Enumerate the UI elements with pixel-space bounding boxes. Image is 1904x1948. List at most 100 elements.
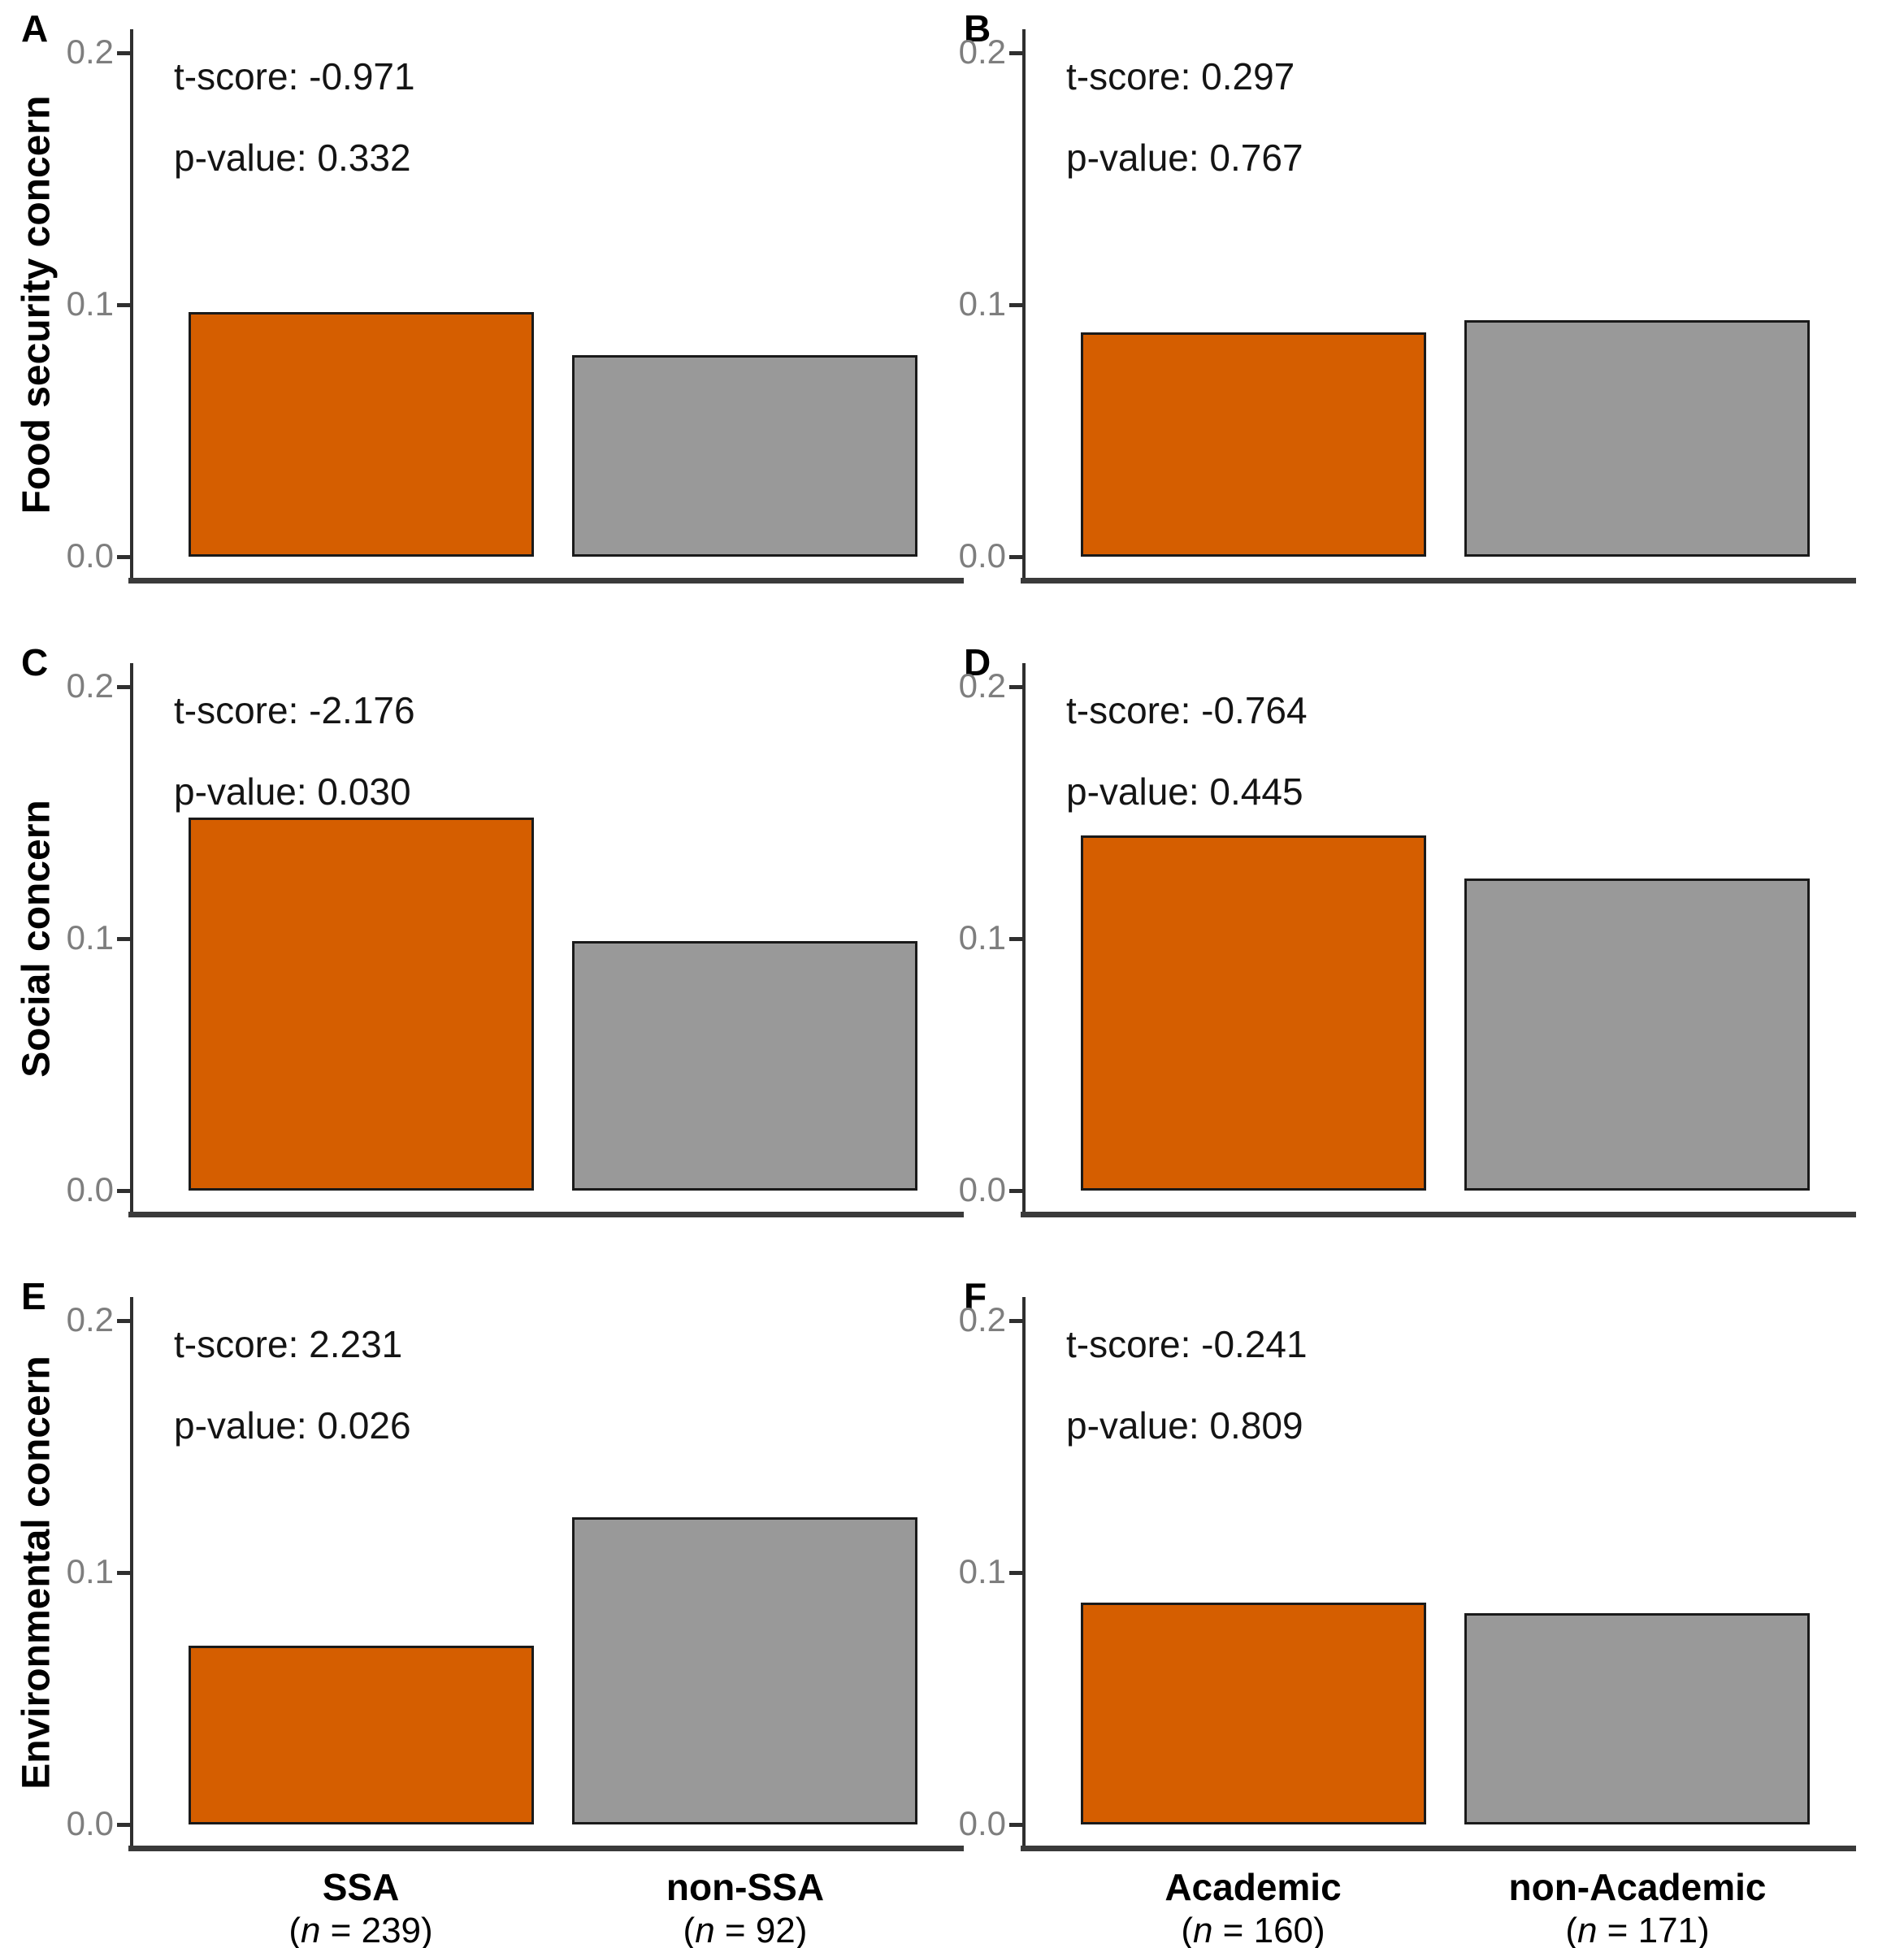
bar-ssa	[189, 818, 534, 1191]
y-tick-label: 0.1	[66, 284, 114, 323]
bar-non-academic	[1464, 879, 1810, 1191]
stats-annotation: t-score: 2.231 p-value: 0.026	[174, 1304, 411, 1466]
y-tick-label: 0.1	[66, 918, 114, 957]
y-tick-mark	[117, 1189, 130, 1193]
bar-non-ssa	[572, 941, 917, 1191]
y-tick-mark	[1009, 303, 1022, 307]
y-tick-label: 0.0	[958, 1170, 1006, 1209]
panel-C: C 0.2 0.1 0.0 t-score: -2.176 p-value: 0…	[21, 634, 964, 1268]
panel-letter: F	[964, 1275, 987, 1317]
bar-ssa	[189, 1646, 534, 1824]
y-tick-mark	[1009, 1823, 1022, 1827]
t-score-text: t-score: -0.971	[174, 55, 415, 98]
category-name: non-SSA	[666, 1866, 825, 1908]
panel-B: B 0.2 0.1 0.0 t-score: 0.297 p-value: 0.…	[959, 0, 1856, 634]
panel-letter: A	[21, 7, 49, 50]
p-value-text: p-value: 0.030	[174, 770, 411, 813]
n-rest: = 160)	[1212, 1911, 1325, 1948]
y-tick-mark	[1009, 1319, 1022, 1323]
y-tick-label: 0.2	[958, 666, 1006, 705]
panel-letter: C	[21, 641, 49, 683]
y-tick-label: 0.0	[66, 1804, 114, 1843]
y-axis-line	[1022, 29, 1026, 584]
n-rest: = 239)	[320, 1911, 433, 1948]
n-var: n	[1577, 1911, 1598, 1948]
stats-annotation: t-score: -0.241 p-value: 0.809	[1066, 1304, 1308, 1466]
n-open: (	[1565, 1911, 1577, 1948]
bar-non-ssa	[572, 355, 917, 557]
x-axis-line	[128, 578, 964, 584]
y-tick-label: 0.0	[958, 1804, 1006, 1843]
y-tick-mark	[117, 937, 130, 941]
n-open: (	[1181, 1911, 1193, 1948]
panel-E: E 0.2 0.1 0.0 t-score: 2.231 p-value: 0.…	[21, 1268, 964, 1948]
y-tick-mark	[117, 1319, 130, 1323]
y-tick-mark	[1009, 685, 1022, 689]
y-axis-line	[130, 663, 133, 1217]
p-value-text: p-value: 0.332	[174, 137, 411, 179]
bar-non-academic	[1464, 1613, 1810, 1824]
panel-letter: B	[964, 7, 991, 50]
y-tick-label: 0.2	[958, 33, 1006, 72]
bar-academic	[1081, 1603, 1426, 1824]
panel-letter: E	[21, 1275, 46, 1317]
y-tick-label: 0.2	[66, 1300, 114, 1339]
stats-annotation: t-score: -2.176 p-value: 0.030	[174, 670, 415, 832]
t-score-text: t-score: -0.241	[1066, 1323, 1308, 1365]
panel-letter: D	[964, 641, 991, 683]
category-name: Academic	[1165, 1866, 1342, 1908]
y-tick-label: 0.1	[958, 918, 1006, 957]
y-axis-title-row1: Food security concern	[15, 95, 59, 514]
y-tick-mark	[1009, 51, 1022, 55]
y-tick-label: 0.2	[66, 666, 114, 705]
y-axis-line	[130, 1297, 133, 1851]
x-axis-line	[128, 1212, 964, 1217]
p-value-text: p-value: 0.026	[174, 1404, 411, 1447]
category-name: non-Academic	[1508, 1866, 1767, 1908]
category-n: (n = 92)	[485, 1908, 1005, 1948]
bar-academic	[1081, 835, 1426, 1191]
y-tick-mark	[1009, 1189, 1022, 1193]
bar-ssa	[189, 312, 534, 557]
panel-D: D 0.2 0.1 0.0 t-score: -0.764 p-value: 0…	[959, 634, 1856, 1268]
y-tick-label: 0.0	[66, 536, 114, 575]
category-n: (n = 160)	[993, 1908, 1513, 1948]
t-score-text: t-score: 2.231	[174, 1323, 403, 1365]
y-axis-title-row3: Environmental concern	[15, 1356, 59, 1790]
y-tick-mark	[117, 1571, 130, 1575]
p-value-text: p-value: 0.767	[1066, 137, 1303, 179]
y-axis-title-row2: Social concern	[15, 800, 59, 1078]
y-tick-mark	[1009, 1571, 1022, 1575]
y-axis-line	[130, 29, 133, 584]
y-tick-mark	[117, 303, 130, 307]
bar-non-ssa	[572, 1517, 917, 1824]
category-n: (n = 171)	[1377, 1908, 1897, 1948]
n-var: n	[695, 1911, 715, 1948]
y-tick-label: 0.2	[66, 33, 114, 72]
y-axis-line	[1022, 1297, 1026, 1851]
y-tick-mark	[117, 51, 130, 55]
y-tick-label: 0.1	[958, 284, 1006, 323]
y-tick-mark	[1009, 555, 1022, 559]
y-axis-line	[1022, 663, 1026, 1217]
y-tick-label: 0.1	[958, 1552, 1006, 1591]
y-tick-label: 0.2	[958, 1300, 1006, 1339]
x-category-label-academic: Academic (n = 160)	[993, 1866, 1513, 1948]
y-tick-mark	[117, 1823, 130, 1827]
x-axis-line	[1021, 1846, 1856, 1851]
x-category-label-non-academic: non-Academic (n = 171)	[1377, 1866, 1897, 1948]
y-tick-label: 0.0	[66, 1170, 114, 1209]
n-var: n	[300, 1911, 321, 1948]
y-tick-label: 0.1	[66, 1552, 114, 1591]
x-axis-line	[1021, 578, 1856, 584]
stats-annotation: t-score: -0.764 p-value: 0.445	[1066, 670, 1308, 832]
x-axis-line	[128, 1846, 964, 1851]
bar-academic	[1081, 332, 1426, 557]
x-axis-line	[1021, 1212, 1856, 1217]
n-rest: = 92)	[714, 1911, 808, 1948]
n-rest: = 171)	[1597, 1911, 1710, 1948]
bar-non-academic	[1464, 320, 1810, 557]
n-open: (	[683, 1911, 696, 1948]
y-tick-mark	[117, 685, 130, 689]
